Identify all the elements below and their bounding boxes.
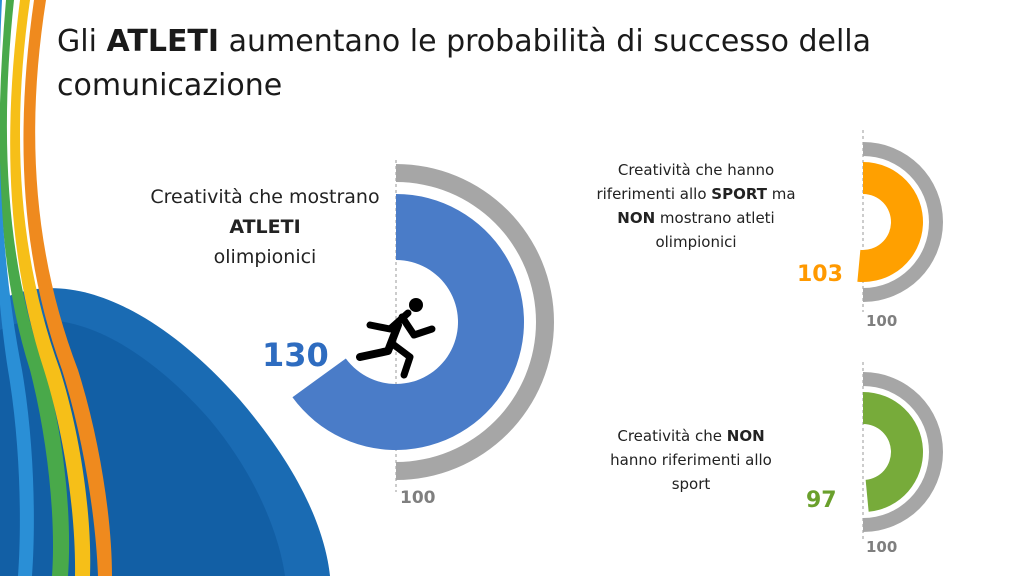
gauge-2-label-text-c: mostrano atleti olimpionici xyxy=(655,209,775,251)
gauge-1-reference-label: 100 xyxy=(400,488,436,508)
runner-icon xyxy=(356,298,436,379)
gauge-3-reference-arc xyxy=(863,372,943,532)
gauge-1-label: Creatività che mostrano ATLETI olimpioni… xyxy=(150,182,380,272)
gauge-3-label-emph: NON xyxy=(726,427,765,445)
decorative-waves xyxy=(0,0,330,576)
gauge-3-label-text-a: Creatività che xyxy=(617,427,722,445)
gauge-2-value: 103 xyxy=(797,262,843,287)
gauge-3-value: 97 xyxy=(806,488,837,513)
gauge-3-value-arc xyxy=(863,392,923,512)
gauge-1-label-text-b: olimpionici xyxy=(213,246,317,268)
gauge-2-reference-label: 100 xyxy=(866,312,898,330)
gauge-1-label-emph: ATLETI xyxy=(229,216,301,238)
gauge-2-label-text-b: ma xyxy=(771,185,796,203)
gauge-2-value-arc xyxy=(857,162,924,282)
title-prefix: Gli xyxy=(57,24,97,59)
gauge-2-label-text-a: Creatività che hanno riferimenti allo xyxy=(596,161,775,203)
title-emphasis: ATLETI xyxy=(106,24,220,59)
page-title: Gli ATLETI aumentano le probabilità di s… xyxy=(57,20,957,108)
gauge-3-label-text-b: hanno riferimenti allo sport xyxy=(610,451,772,493)
gauge-2-label: Creatività che hanno riferimenti allo SP… xyxy=(596,158,796,254)
gauge-1-value-arc xyxy=(292,194,524,451)
gauge-3-label: Creatività che NON hanno riferimenti all… xyxy=(596,424,786,496)
gauge-2-label-emph-a: SPORT xyxy=(711,185,767,203)
gauge-2-label-emph-b: NON xyxy=(617,209,656,227)
gauge-1-value: 130 xyxy=(262,336,329,374)
gauge-1-reference-arc xyxy=(396,164,554,480)
gauge-1-label-text-a: Creatività che mostrano xyxy=(150,186,380,208)
gauge-2-reference-arc xyxy=(863,142,943,302)
gauge-3-reference-label: 100 xyxy=(866,538,898,556)
title-rest: aumentano le probabilità di successo del… xyxy=(57,24,872,103)
